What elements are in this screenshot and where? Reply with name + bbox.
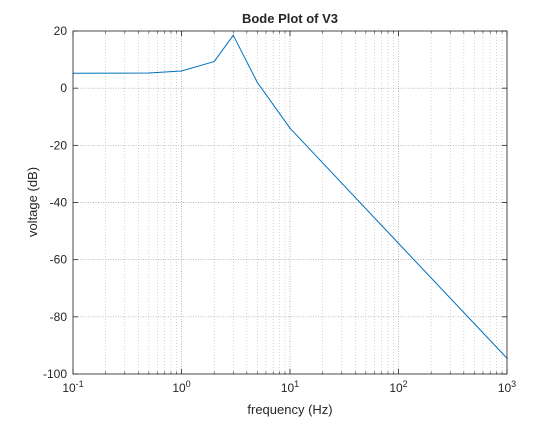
series-point [256, 81, 258, 84]
ticks: 10-1 100 101 102 103 20 0 -20 -40 -60 -80 -100 [43, 24, 516, 395]
y-tick-label: -100 [43, 367, 67, 381]
x-tick-label: 103 [498, 379, 516, 395]
series-point [232, 34, 234, 36]
x-tick-label: 102 [389, 379, 407, 395]
series-point [289, 127, 291, 129]
y-tick-label: -60 [50, 253, 68, 267]
chart-title: Bode Plot of V3 [242, 11, 338, 26]
x-tick-label: 100 [172, 379, 190, 395]
x-axis-label: frequency (Hz) [247, 402, 332, 417]
series-point [397, 242, 400, 244]
x-tick-label: 101 [281, 379, 299, 395]
x-tick-label: 10-1 [62, 379, 83, 395]
y-tick-label: -20 [50, 138, 68, 152]
y-tick-label: -40 [50, 196, 68, 210]
series-point [213, 60, 215, 63]
series-point [148, 72, 150, 74]
y-axis-label: voltage (dB) [25, 167, 40, 237]
y-tick-label: 20 [54, 24, 68, 38]
y-tick-label: -80 [50, 310, 68, 324]
y-tick-label: 0 [60, 81, 67, 95]
series-point [180, 70, 183, 72]
